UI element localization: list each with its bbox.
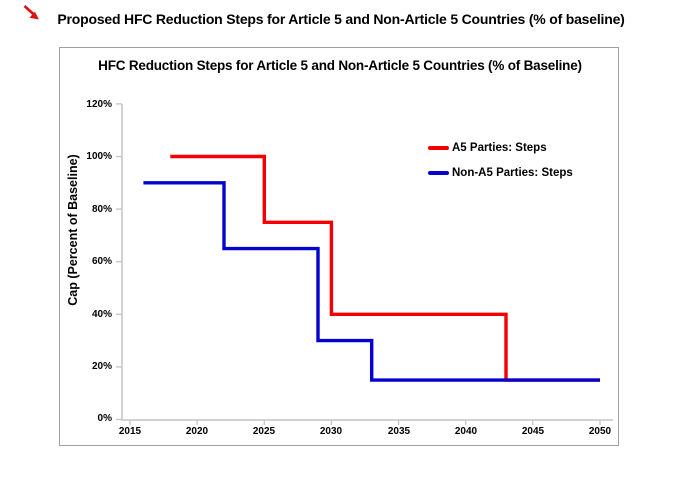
y-tick-label-60: 60% — [91, 256, 112, 267]
y-tick-label-0: 0% — [97, 413, 112, 424]
axis-tick-marks — [116, 103, 601, 425]
x-tick-label-2035: 2035 — [387, 426, 411, 437]
x-tick-label-2030: 2030 — [319, 426, 343, 437]
x-tick-label-2045: 2045 — [521, 426, 545, 437]
x-tick-label-2050: 2050 — [588, 426, 612, 437]
a5-line-swatch-icon — [428, 146, 449, 150]
legend: A5 Parties: Steps Non-A5 Parties: Steps — [428, 141, 573, 191]
x-tick-label-2025: 2025 — [252, 426, 276, 437]
x-tick-label-2020: 2020 — [185, 426, 209, 437]
y-tick-label-20: 20% — [91, 361, 112, 372]
chart-title: HFC Reduction Steps for Article 5 and No… — [98, 58, 582, 73]
legend-item-a5: A5 Parties: Steps — [428, 141, 573, 155]
non-a5-parties-line — [143, 181, 600, 382]
legend-item-non-a5: Non-A5 Parties: Steps — [428, 166, 573, 180]
y-tick-label-40: 40% — [91, 309, 112, 320]
a5-parties-line — [170, 154, 600, 382]
y-axis-title: Cap (Percent of Baseline) — [66, 154, 80, 306]
red-arrow-icon — [23, 5, 39, 20]
y-tick-label-80: 80% — [91, 204, 112, 215]
legend-label-a5: A5 Parties: Steps — [452, 142, 547, 154]
y-tick-label-120: 120% — [86, 99, 112, 110]
x-tick-label-2015: 2015 — [118, 426, 142, 437]
y-tick-label-100: 100% — [86, 151, 112, 162]
x-tick-label-2040: 2040 — [454, 426, 478, 437]
page-title: Proposed HFC Reduction Steps for Article… — [57, 11, 625, 27]
non-a5-line-swatch-icon — [428, 171, 449, 175]
legend-label-non-a5: Non-A5 Parties: Steps — [452, 167, 573, 179]
